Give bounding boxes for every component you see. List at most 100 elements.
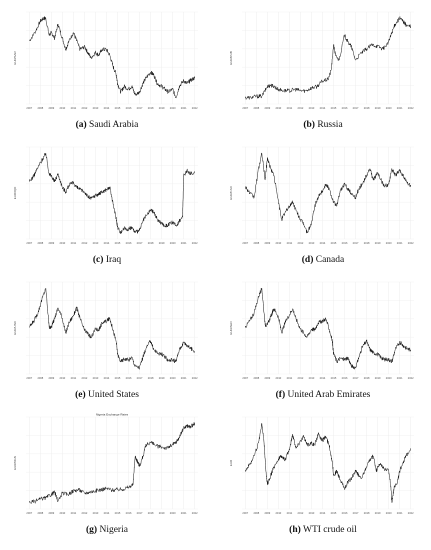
chart-panel-1: 2007 2008 2009 2010 2011 2012 2013 2014 2015 2016… bbox=[12, 6, 202, 134]
chart-panel-6: 2007 2008 2009 2010 2011 2012 2013 2014 2015 2016… bbox=[228, 276, 418, 404]
x-tick-label: 2007 bbox=[26, 376, 32, 380]
x-tick-label: 2011 bbox=[71, 241, 77, 245]
x-tick-label: 2020 bbox=[170, 241, 176, 245]
x-tick-label: 2016 bbox=[342, 376, 348, 380]
x-tick-label: 2018 bbox=[364, 511, 370, 515]
chart-panel-5: 2007 2008 2009 2010 2011 2012 2013 2014 2015 2016… bbox=[12, 276, 202, 404]
x-tick-label: 2012 bbox=[298, 511, 304, 515]
x-tick-label: 2015 bbox=[115, 241, 121, 245]
plot-area bbox=[26, 147, 198, 239]
x-tick-label: 2015 bbox=[331, 106, 337, 110]
series-line bbox=[29, 16, 195, 99]
x-tick-label: 2022 bbox=[192, 376, 198, 380]
x-tick-label: 2015 bbox=[331, 241, 337, 245]
x-tick-label: 2012 bbox=[82, 376, 88, 380]
panel-caption-text: Nigeria bbox=[97, 525, 128, 535]
x-tick-label: 2021 bbox=[397, 106, 403, 110]
x-tick-label: 2017 bbox=[137, 241, 143, 245]
x-tick-label: 2008 bbox=[37, 511, 43, 515]
x-tick-label: 2011 bbox=[287, 241, 293, 245]
panel-caption: (e) United States bbox=[12, 390, 202, 400]
x-tick-label: 2014 bbox=[320, 241, 326, 245]
x-tick-label: 2009 bbox=[264, 511, 270, 515]
x-tick-label: 2009 bbox=[264, 376, 270, 380]
x-tick-label: 2021 bbox=[181, 241, 187, 245]
x-tick-label: 2018 bbox=[364, 241, 370, 245]
plot-area bbox=[242, 147, 414, 239]
plot-area bbox=[26, 12, 198, 104]
x-tick-label: 2018 bbox=[364, 106, 370, 110]
panel-letter: (h) bbox=[289, 525, 301, 535]
panel-letter: (f) bbox=[275, 390, 286, 400]
x-tick-label: 2019 bbox=[375, 106, 381, 110]
x-tick-label: 2019 bbox=[159, 376, 165, 380]
chart-panel-8: 2007 2008 2009 2010 2011 2012 2013 2014 2015 2016… bbox=[228, 411, 418, 539]
x-tick-label: 2021 bbox=[181, 511, 187, 515]
x-tick-label: 2011 bbox=[71, 511, 77, 515]
y-axis-label: EUR bbox=[229, 459, 233, 466]
x-tick-label: 2009 bbox=[48, 106, 54, 110]
x-tick-label: 2013 bbox=[309, 241, 315, 245]
panel-caption: (d) Canada bbox=[228, 255, 418, 265]
x-tick-label: 2022 bbox=[192, 511, 198, 515]
x-tick-label: 2016 bbox=[342, 106, 348, 110]
x-tick-label: 2014 bbox=[104, 106, 110, 110]
x-tick-label: 2018 bbox=[148, 106, 154, 110]
x-tick-label: 2012 bbox=[298, 376, 304, 380]
x-tick-label: 2019 bbox=[375, 511, 381, 515]
x-tick-label: 2022 bbox=[192, 241, 198, 245]
panel-caption-text: Iraq bbox=[103, 255, 122, 265]
x-tick-label: 2021 bbox=[397, 241, 403, 245]
x-tick-label: 2020 bbox=[386, 511, 392, 515]
series-line bbox=[245, 423, 411, 503]
chart-panel-7: 2007 2008 2009 2010 2011 2012 2013 2014 2015 2016… bbox=[12, 411, 202, 539]
panel-caption: (a) Saudi Arabia bbox=[12, 120, 202, 130]
y-axis-label: EUR/IQD bbox=[13, 186, 17, 199]
x-tick-label: 2015 bbox=[115, 511, 121, 515]
x-tick-label: 2008 bbox=[37, 241, 43, 245]
x-tick-label: 2013 bbox=[309, 376, 315, 380]
x-tick-label: 2016 bbox=[126, 376, 132, 380]
x-tick-label: 2022 bbox=[192, 106, 198, 110]
panel-caption: (h) WTI crude oil bbox=[228, 525, 418, 535]
x-tick-label: 2009 bbox=[48, 511, 54, 515]
y-axis-label: EUR/RUB bbox=[229, 51, 233, 65]
x-tick-label: 2009 bbox=[264, 241, 270, 245]
x-tick-label: 2010 bbox=[59, 511, 65, 515]
chart-panel-2: 2007 2008 2009 2010 2011 2012 2013 2014 2015 2016… bbox=[228, 6, 418, 134]
x-tick-label: 2008 bbox=[253, 511, 259, 515]
x-tick-label: 2008 bbox=[253, 106, 259, 110]
x-tick-label: 2017 bbox=[137, 376, 143, 380]
x-tick-label: 2014 bbox=[320, 511, 326, 515]
x-tick-label: 2012 bbox=[298, 106, 304, 110]
x-tick-label: 2012 bbox=[82, 106, 88, 110]
x-tick-label: 2017 bbox=[353, 241, 359, 245]
x-tick-label: 2010 bbox=[275, 511, 281, 515]
x-tick-label: 2019 bbox=[375, 376, 381, 380]
x-tick-label: 2008 bbox=[253, 376, 259, 380]
y-axis-label: EUR/USD bbox=[13, 320, 17, 334]
chart-svg: 2007 2008 2009 2010 2011 2012 2013 2014 2015 2016… bbox=[229, 146, 414, 245]
x-tick-label: 2018 bbox=[148, 376, 154, 380]
x-tick-label: 2021 bbox=[397, 511, 403, 515]
x-tick-label: 2010 bbox=[275, 106, 281, 110]
plot-area bbox=[242, 12, 414, 104]
x-tick-label: 2010 bbox=[275, 241, 281, 245]
x-tick-label: 2019 bbox=[159, 241, 165, 245]
x-tick-label: 2013 bbox=[309, 106, 315, 110]
x-tick-label: 2007 bbox=[26, 511, 32, 515]
x-tick-label: 2013 bbox=[93, 241, 99, 245]
x-tick-label: 2017 bbox=[137, 511, 143, 515]
x-tick-label: 2021 bbox=[397, 376, 403, 380]
series-line bbox=[245, 16, 411, 100]
chart-svg: 2007 2008 2009 2010 2011 2012 2013 2014 2015 2016… bbox=[229, 11, 414, 110]
x-tick-label: 2011 bbox=[287, 106, 293, 110]
x-tick-label: 2021 bbox=[181, 376, 187, 380]
chart-svg: 2007 2008 2009 2010 2011 2012 2013 2014 2015 2016… bbox=[13, 413, 198, 516]
chart-panel-4: 2007 2008 2009 2010 2011 2012 2013 2014 2015 2016… bbox=[228, 141, 418, 269]
panel-caption-text: Russia bbox=[314, 120, 343, 130]
x-tick-label: 2010 bbox=[59, 376, 65, 380]
x-tick-label: 2019 bbox=[159, 511, 165, 515]
x-tick-label: 2011 bbox=[287, 511, 293, 515]
x-tick-label: 2011 bbox=[71, 376, 77, 380]
